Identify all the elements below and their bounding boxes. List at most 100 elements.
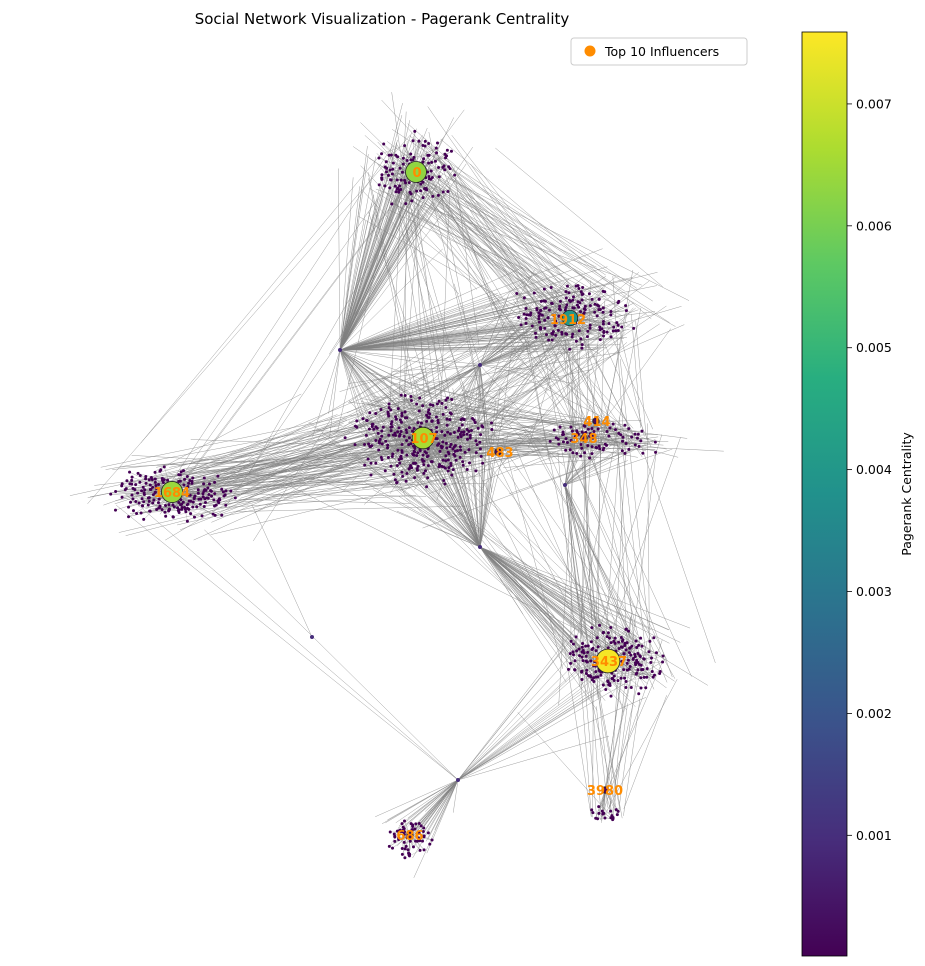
network-node (400, 170, 404, 174)
network-node (388, 186, 392, 190)
network-node (418, 848, 422, 852)
network-node (196, 488, 200, 492)
network-edge (339, 248, 443, 351)
network-node (415, 402, 419, 406)
network-node (443, 482, 447, 486)
influencer-hub-3437 (595, 648, 621, 674)
network-node (590, 647, 594, 651)
network-node (630, 644, 634, 648)
network-node (522, 312, 526, 316)
network-node (469, 428, 473, 432)
network-edge (375, 779, 459, 818)
network-node (552, 428, 556, 432)
network-edge (427, 106, 566, 305)
network-node (426, 831, 430, 835)
network-node (581, 659, 585, 663)
network-node (431, 194, 435, 198)
network-node (421, 453, 425, 457)
network-node (229, 489, 233, 493)
network-node (114, 489, 118, 493)
network-node (596, 427, 600, 431)
network-node (611, 329, 615, 333)
network-node (640, 429, 644, 433)
cluster-edge (569, 301, 619, 319)
network-node (597, 811, 601, 815)
network-node (467, 448, 471, 452)
network-node (627, 651, 631, 655)
network-node (423, 144, 427, 148)
network-node (625, 661, 629, 665)
network-node (135, 512, 139, 516)
network-node (178, 473, 182, 477)
network-edge (379, 428, 527, 487)
network-edge (511, 352, 616, 448)
network-node (651, 675, 655, 679)
network-node (584, 654, 588, 658)
network-edge (339, 285, 657, 351)
network-node (154, 484, 158, 488)
network-node (564, 290, 568, 294)
network-node (553, 324, 557, 328)
network-edge (339, 349, 382, 448)
network-edge (623, 695, 667, 810)
bridge-node (478, 363, 482, 367)
network-edge (404, 779, 459, 827)
network-edge (600, 301, 630, 443)
network-node (380, 173, 384, 177)
network-node (392, 832, 396, 836)
network-node (419, 189, 423, 193)
cluster-edge (410, 179, 432, 194)
network-edge (131, 455, 418, 472)
network-node (156, 501, 160, 505)
network-node (631, 657, 635, 661)
network-edge (185, 397, 411, 477)
cluster-edge (534, 292, 566, 308)
network-node (641, 667, 645, 671)
network-node (648, 639, 652, 643)
network-node (612, 674, 616, 678)
network-node (409, 442, 413, 446)
network-node (616, 301, 620, 305)
network-node (168, 507, 172, 511)
network-edge (479, 546, 588, 659)
network-node (397, 190, 401, 194)
network-edge (619, 359, 654, 671)
network-node (544, 306, 548, 310)
cluster-edge (612, 669, 655, 676)
network-node (551, 332, 555, 336)
network-node (130, 478, 134, 482)
network-node (367, 427, 371, 431)
network-edge (465, 397, 647, 452)
network-node (470, 416, 474, 420)
network-node (206, 496, 210, 500)
network-edge (207, 483, 486, 487)
network-node (475, 443, 479, 447)
colorbar-tick-label: 0.006 (856, 218, 892, 233)
network-node (589, 659, 593, 663)
network-edge (479, 546, 604, 629)
network-node (397, 426, 401, 430)
network-node (374, 461, 378, 465)
network-edge (321, 435, 481, 548)
network-node (599, 673, 603, 677)
network-node (624, 442, 628, 446)
network-edge (479, 292, 582, 366)
network-edge (479, 435, 483, 548)
network-edge (386, 332, 569, 486)
network-node (580, 446, 584, 450)
network-node (224, 503, 228, 507)
network-node (191, 505, 195, 509)
network-node (580, 645, 584, 649)
network-node (580, 650, 584, 654)
network-node (395, 829, 399, 833)
network-node (200, 514, 204, 518)
network-edge (479, 364, 492, 493)
network-node (343, 436, 347, 440)
network-edge (403, 153, 590, 282)
network-edge (485, 291, 630, 443)
network-node (580, 670, 584, 674)
network-node (580, 677, 584, 681)
network-node (377, 183, 381, 187)
network-node (460, 430, 464, 434)
network-node (411, 845, 415, 849)
